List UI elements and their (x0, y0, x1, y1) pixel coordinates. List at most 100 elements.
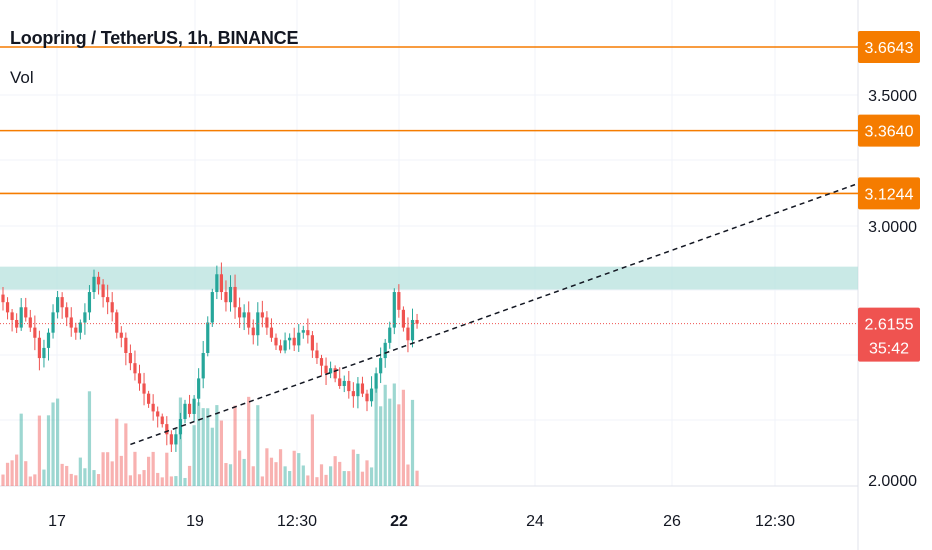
volume-bar (369, 467, 374, 486)
volume-indicator-label[interactable]: Vol (10, 68, 34, 87)
candle-body (87, 292, 92, 313)
volume-bar (192, 425, 196, 486)
candle-body (369, 388, 374, 402)
volume-bar (46, 415, 51, 486)
candle-body (174, 434, 178, 445)
volume-bar (397, 404, 401, 486)
volume-bar (15, 454, 19, 486)
candle-body (1, 294, 5, 303)
time-tick-label: 12:30 (755, 513, 795, 530)
volume-bar (242, 458, 246, 486)
volume-bar (10, 460, 14, 486)
candle-body (324, 365, 328, 374)
volume-bar (169, 476, 173, 486)
symbol-title[interactable]: Loopring / TetherUS, 1h, BINANCE (10, 28, 299, 48)
volume-bar (19, 413, 23, 486)
price-tick-label: 2.0000 (868, 473, 917, 490)
candle-body (96, 276, 101, 285)
volume-bar (24, 461, 28, 486)
candle-body (28, 317, 32, 328)
volume-bar (187, 465, 192, 486)
candle-body (206, 322, 210, 353)
chart-overlays (0, 46, 858, 446)
volume-bar (233, 405, 237, 486)
candle-body (178, 419, 183, 435)
level-price-tag (858, 31, 920, 63)
candle-body (106, 297, 110, 303)
volume-bar (183, 477, 187, 486)
candle-body (201, 353, 205, 379)
volume-bar (165, 452, 169, 486)
volume-bar (338, 461, 342, 486)
candle-body (65, 307, 69, 318)
volume-bar (124, 423, 128, 486)
volume-bar (178, 397, 183, 486)
volume-bar (388, 398, 392, 486)
volume-bar (142, 470, 146, 486)
volume-bar (342, 471, 346, 486)
volume-bar (106, 452, 110, 486)
volume-bar (210, 427, 214, 486)
candle-body (187, 403, 192, 414)
chart-grid (0, 0, 859, 550)
volume-bar (315, 477, 319, 486)
volume-bar (74, 475, 78, 486)
candle-body (247, 312, 251, 328)
candle-body (338, 378, 342, 387)
candle-body (315, 350, 319, 359)
candle-body (92, 276, 96, 293)
volume-bar (283, 466, 287, 486)
level-price-label: 3.1244 (865, 186, 914, 203)
candle-body (33, 327, 37, 338)
volume-bar (219, 420, 223, 486)
time-axis[interactable]: 17 19 12:30 22 24 26 12:30 (48, 513, 795, 530)
volume-bar (351, 449, 355, 486)
price-axis[interactable]: 3.5000 3.0000 2.0000 3.6643 3.3640 3.1244 2.61… (858, 31, 920, 490)
candle-body (310, 335, 314, 351)
candle-body (401, 309, 405, 328)
candle-body (260, 312, 264, 318)
candle-body (142, 383, 146, 394)
candle-body (192, 398, 196, 414)
volume-bar (56, 398, 60, 486)
candle-body (360, 383, 365, 394)
candle-body (101, 284, 105, 298)
candle-body (388, 327, 392, 343)
candle-body (342, 380, 346, 387)
volume-bar (33, 474, 37, 486)
volume-bar (60, 463, 64, 486)
volume-bar (110, 461, 114, 486)
volume-bar (83, 468, 87, 486)
candle-body (238, 307, 242, 318)
volume-bars (1, 383, 419, 486)
time-tick-label: 22 (390, 513, 408, 530)
candle-body (160, 416, 164, 425)
volume-bar (92, 470, 96, 486)
volume-bar (365, 460, 369, 486)
candle-body (283, 340, 287, 351)
candle-body (333, 368, 337, 379)
candlestick-series (1, 262, 419, 452)
volume-bar (324, 474, 328, 486)
candle-body (265, 317, 269, 328)
candle-body (392, 292, 396, 328)
volume-bar (247, 396, 251, 486)
volume-bar (215, 405, 219, 486)
candle-body (274, 337, 278, 346)
volume-bar (415, 470, 419, 486)
candle-body (306, 330, 310, 336)
candle-body (169, 434, 173, 445)
volume-bar (260, 476, 264, 486)
volume-bar (292, 450, 296, 486)
candle-body (137, 373, 142, 384)
candle-body (410, 319, 415, 341)
candle-body (165, 424, 169, 435)
candle-body (24, 307, 28, 318)
volume-bar (65, 465, 69, 486)
volume-bar (160, 477, 164, 486)
candle-body (110, 302, 114, 313)
time-tick-label: 26 (663, 513, 681, 530)
candle-body (415, 319, 419, 324)
price-tick-label: 3.5000 (868, 88, 917, 105)
